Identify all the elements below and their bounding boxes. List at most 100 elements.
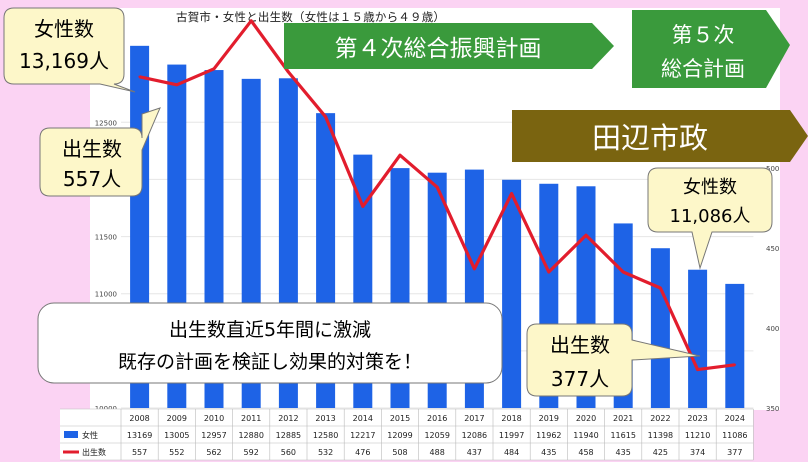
callout-births-first-line1: 出生数 [62,137,122,161]
table-cell-women: 11997 [499,431,524,440]
table-category: 2016 [427,414,447,423]
bar-women-2023 [688,269,708,408]
table-cell-births: 437 [467,448,482,457]
point-births-2016 [436,186,439,189]
point-births-2012 [287,70,290,74]
point-births-2021 [622,270,625,274]
table-category: 2017 [464,414,484,423]
right-axis-tick: 400 [766,325,779,333]
table-category: 2019 [539,414,559,423]
message-line2: 既存の計画を検証し効果的対策を！ [118,351,422,373]
plan5-banner-line2: 総合計画 [661,57,745,81]
table-category: 2011 [241,414,261,423]
callout-women-last: 女性数 11,086人 [647,167,773,270]
right-axis-tick: 350 [766,405,779,413]
table-cell-women: 11962 [536,431,561,440]
table-cell-women: 11615 [610,431,635,440]
bar-women-2022 [650,248,670,408]
table-cell-women: 12885 [276,431,301,440]
table-category: 2023 [687,414,707,423]
table-cell-births: 484 [504,448,519,457]
message-line1: 出生数直近5年間に激減 [169,319,371,341]
table-cell-women: 11210 [685,431,710,440]
table-cell-women: 12217 [350,431,375,440]
table-cell-births: 435 [616,448,631,457]
table-cell-women: 11398 [648,431,673,440]
callout-women-last-line1: 女性数 [683,177,737,198]
table-category: 2012 [278,414,298,423]
point-births-2014 [361,205,364,208]
table-cell-births: 562 [206,448,221,457]
point-births-2010 [212,67,216,71]
callout-births-first-line2: 557人 [63,167,121,191]
point-births-2015 [398,154,402,157]
table-category: 2014 [353,414,373,423]
callout-births-last-line1: 出生数 [550,333,610,357]
chart-title: 古賀市・女性と出生数（女性は１５歳から４９歳） [176,10,446,24]
table-cell-births: 425 [653,448,668,457]
point-births-2023 [696,368,699,371]
table-cell-births: 476 [355,448,370,457]
plan4-banner: 第４次総合振興計画 [284,23,614,69]
table-cell-births: 374 [690,448,705,457]
callout-births-last: 出生数 377人 [526,323,701,397]
point-births-2020 [584,234,588,237]
table-category: 2015 [390,414,410,423]
point-births-2018 [510,192,513,195]
callout-women-first-line2: 13,169人 [19,49,109,73]
bar-women-2018 [502,179,522,408]
point-births-2011 [250,19,253,22]
table-category: 2021 [613,414,633,423]
bar-women-2024 [725,283,745,408]
table-cell-births: 377 [727,448,742,457]
table-cell-women: 12059 [424,431,449,440]
data-table-bg [60,409,754,460]
table-cell-births: 458 [578,448,593,457]
table-cell-births: 557 [132,448,147,457]
callout-births-last-line2: 377人 [551,367,609,391]
table-cell-women: 12086 [462,431,487,440]
table-cell-women: 11086 [722,431,747,440]
left-axis-tick: 11500 [95,234,117,242]
table-category: 2020 [576,414,596,423]
table-cell-births: 592 [244,448,259,457]
table-cell-births: 552 [169,448,184,457]
point-births-2009 [175,83,178,87]
table-cell-women: 13005 [164,431,189,440]
table-category: 2024 [725,414,745,423]
callout-births-first: 出生数 557人 [39,107,161,197]
table-category: 2009 [167,414,187,423]
table-cell-births: 435 [541,448,556,457]
table-category: 2010 [204,414,224,423]
table-cell-women: 13169 [127,431,152,440]
table-category: 2022 [650,414,670,423]
left-axis-tick: 12500 [95,119,117,127]
point-births-2008 [138,75,141,79]
callout-women-first: 女性数 13,169人 [3,7,136,93]
callout-women-last-line2: 11,086人 [670,206,751,227]
message-box: 出生数直近5年間に激減 既存の計画を検証し効果的対策を！ [37,302,503,384]
table-cell-women: 12957 [201,431,226,440]
table-cell-women: 12880 [238,431,263,440]
table-cell-births: 560 [281,448,296,457]
table-cell-women: 12099 [387,431,412,440]
legend-key-women [64,431,78,438]
table-cell-women: 12580 [313,431,338,440]
table-cell-births: 488 [430,448,445,457]
plan4-banner-text: 第４次総合振興計画 [335,36,542,62]
callout-women-first-line1: 女性数 [34,17,94,41]
plan5-banner: 第５次 総合計画 [632,10,790,88]
point-births-2022 [659,286,662,290]
point-births-2019 [547,270,550,274]
table-cell-women: 11940 [573,431,598,440]
table-cell-births: 508 [392,448,407,457]
right-axis-tick: 450 [766,245,779,253]
table-cell-births: 532 [318,448,333,457]
legend-label-births: 出生数 [82,447,106,457]
table-category: 2008 [129,414,149,423]
table-category: 2013 [315,414,335,423]
plan5-banner-line1: 第５次 [672,23,735,47]
right-axis-tick: 500 [766,165,779,173]
